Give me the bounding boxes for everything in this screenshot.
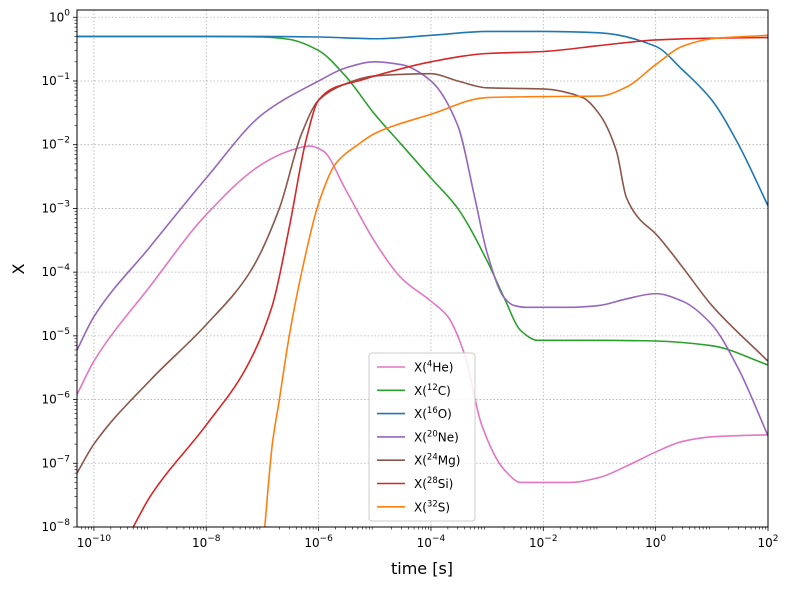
y-tick-label: 10−3 xyxy=(41,199,70,215)
series-line-5 xyxy=(132,36,768,527)
series-line-3 xyxy=(77,61,768,437)
y-tick-label: 10−4 xyxy=(41,263,70,279)
legend-label: X(20Ne) xyxy=(414,429,459,444)
x-tick-label: 100 xyxy=(645,534,666,550)
series-group xyxy=(77,30,768,527)
y-axis: 10−8 10−7 10−6 10−5 10−4 10−3 10−2 10−1 100 xyxy=(41,8,77,534)
y-tick-label: 10−5 xyxy=(41,327,70,343)
y-tick-label: 10−1 xyxy=(41,72,70,88)
series-line-4 xyxy=(77,72,768,474)
series-line-6 xyxy=(263,34,768,527)
x-tick-label: 10−4 xyxy=(417,534,446,550)
x-tick-label: 10−6 xyxy=(304,534,333,550)
y-tick-label: 10−2 xyxy=(41,136,70,152)
y-tick-label: 100 xyxy=(49,8,70,24)
legend-label: X(28Si) xyxy=(414,476,453,491)
series-line-2 xyxy=(77,30,768,207)
y-tick-label: 10−7 xyxy=(41,454,70,470)
x-tick-label: 10−10 xyxy=(77,534,112,550)
series-line-1 xyxy=(77,35,768,366)
y-tick-label: 10−8 xyxy=(41,518,70,534)
y-tick-label: 10−6 xyxy=(41,391,70,407)
legend-label: X(32S) xyxy=(414,499,450,514)
x-axis: 10−10 10−8 10−6 10−4 10−2 100 102 xyxy=(77,527,779,550)
x-tick-label: 10−2 xyxy=(529,534,558,550)
legend: X(4He) X(12C) X(16O) X(20Ne) X(24Mg) X(28Si) X… xyxy=(368,352,476,522)
legend-label: X(16O) xyxy=(414,406,452,421)
x-tick-label: 102 xyxy=(757,534,778,550)
legend-label: X(4He) xyxy=(414,360,453,375)
legend-label: X(12C) xyxy=(414,383,451,398)
legend-box xyxy=(368,352,476,522)
y-axis-title: X xyxy=(9,263,28,274)
x-axis-title: time [s] xyxy=(391,559,453,578)
x-tick-label: 10−8 xyxy=(192,534,221,550)
series-line-0 xyxy=(77,145,768,484)
legend-label: X(24Mg) xyxy=(414,453,460,468)
